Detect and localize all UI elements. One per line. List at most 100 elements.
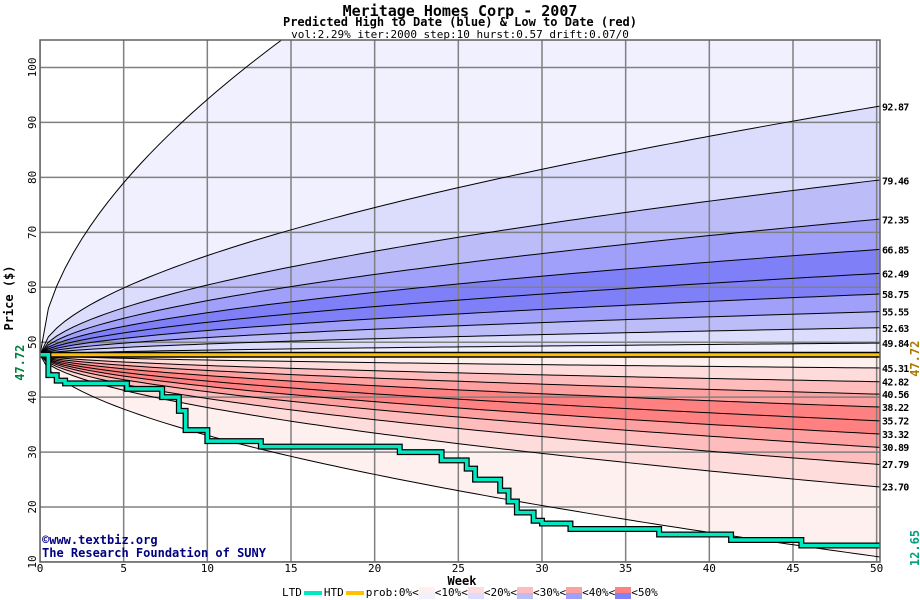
- ltd-end-label: 12.65: [908, 530, 920, 566]
- upper-band: [40, 311, 880, 355]
- level-label: 52.63: [882, 324, 909, 335]
- y-tick-label: 10: [26, 555, 39, 568]
- level-label: 55.55: [882, 308, 909, 319]
- legend-swatch-50: [615, 587, 632, 599]
- upper-band: [40, 106, 880, 355]
- level-label: 30.89: [882, 443, 909, 454]
- level-label: 23.70: [882, 483, 909, 494]
- percentile-line: [40, 311, 880, 356]
- legend-item: <40%<: [582, 586, 616, 599]
- lower-band: [40, 354, 880, 382]
- plot-area: [40, 40, 880, 562]
- upper-band: [40, 219, 880, 355]
- watermark-line2: The Research Foundation of SUNY: [42, 546, 266, 560]
- level-label: 42.82: [882, 378, 909, 389]
- percentile-line: [40, 354, 880, 383]
- htd-end-label: 47.72: [908, 341, 920, 377]
- x-tick-label: 5: [120, 562, 127, 575]
- chart-params: vol:2.29% iter:2000 step:10 hurst:0.57 d…: [291, 28, 629, 41]
- percentile-line: [40, 272, 880, 356]
- lower-band: [40, 354, 880, 421]
- percentile-line: [40, 40, 283, 355]
- x-tick-label: 25: [452, 562, 465, 575]
- y-tick-label: 40: [26, 391, 39, 404]
- upper-band: [40, 273, 880, 355]
- level-label: 40.56: [882, 390, 909, 401]
- lower-band: [40, 354, 880, 465]
- percentile-line: [40, 179, 880, 356]
- level-label: 72.35: [882, 215, 909, 226]
- legend-swatch-10: [418, 587, 435, 599]
- level-label: 66.85: [882, 246, 909, 257]
- level-label: 35.72: [882, 417, 909, 428]
- x-tick-label: 0: [37, 562, 44, 575]
- y-tick-label: 100: [26, 58, 39, 78]
- upper-band: [40, 327, 880, 355]
- upper-band: [40, 249, 880, 355]
- ltd-line: [40, 352, 880, 548]
- upper-band: [40, 179, 880, 355]
- watermark-line1: ©www.textbiz.org: [42, 533, 158, 547]
- lower-band: [40, 354, 880, 369]
- level-label: 79.46: [882, 176, 909, 187]
- y-tick-label: 70: [26, 226, 39, 239]
- x-tick-label: 50: [870, 562, 883, 575]
- legend-item: <50%: [631, 586, 658, 599]
- lower-band: [40, 354, 880, 488]
- percentile-line: [40, 218, 880, 356]
- x-tick-label: 45: [786, 562, 799, 575]
- legend-item: <10%<: [434, 586, 468, 599]
- lower-band: [40, 354, 880, 408]
- level-label: 38.22: [882, 403, 909, 414]
- chart-subtitle: Predicted High to Date (blue) & Low to D…: [282, 15, 637, 29]
- legend-ltd-label: LTD: [282, 586, 302, 599]
- plot-border: [39, 39, 881, 563]
- x-tick-label: 35: [619, 562, 632, 575]
- y-axis-label: Price ($): [2, 265, 16, 330]
- legend-htd-swatch: [345, 591, 364, 595]
- x-tick-label: 40: [703, 562, 716, 575]
- upper-band: [40, 293, 880, 355]
- legend-swatch-20: [467, 587, 484, 599]
- legend-ltd-swatch: [303, 591, 322, 595]
- level-label: 62.49: [882, 270, 909, 281]
- legend-item: <20%<: [483, 586, 517, 599]
- legend-prob-label: prob:0%<: [365, 586, 419, 599]
- y-tick-label: 60: [26, 281, 39, 294]
- percentile-line: [40, 105, 880, 355]
- legend: LTD HTD prob:0%< <10%< <20%< <30%< <40%<…: [282, 587, 658, 599]
- y-tick-label: 20: [26, 500, 39, 513]
- y-tick-label: 50: [26, 336, 39, 349]
- percentile-line: [40, 354, 880, 448]
- percentile-line: [40, 327, 880, 356]
- legend-htd-label: HTD: [323, 586, 344, 599]
- percentile-line: [40, 342, 880, 356]
- y-tick-label: 30: [26, 445, 39, 458]
- level-label: 58.75: [882, 290, 909, 301]
- lower-band: [40, 354, 880, 435]
- percentile-line: [40, 354, 880, 395]
- percentile-line: [40, 293, 880, 356]
- lower-band: [40, 354, 880, 448]
- chart-title: Meritage Homes Corp - 2007: [342, 2, 578, 20]
- legend-swatch-40: [566, 587, 583, 599]
- percentile-line: [40, 354, 880, 558]
- legend-swatch-30: [516, 587, 533, 599]
- x-tick-label: 20: [368, 562, 381, 575]
- level-label: 92.87: [882, 103, 909, 114]
- watermark: ©www.textbiz.org The Research Foundation…: [42, 534, 266, 560]
- y-tick-label: 90: [26, 116, 39, 129]
- upper-band: [40, 40, 880, 355]
- level-label: 45.31: [882, 364, 909, 375]
- x-tick-label: 30: [535, 562, 548, 575]
- start-price-label: 47.72: [13, 345, 27, 381]
- lower-band: [40, 354, 880, 395]
- x-tick-label: 15: [284, 562, 297, 575]
- percentile-line: [40, 248, 880, 356]
- level-label: 27.79: [882, 460, 909, 471]
- percentile-line: [40, 354, 880, 435]
- x-tick-label: 10: [201, 562, 214, 575]
- level-label: 49.84: [882, 339, 909, 350]
- legend-item: <30%<: [532, 586, 567, 599]
